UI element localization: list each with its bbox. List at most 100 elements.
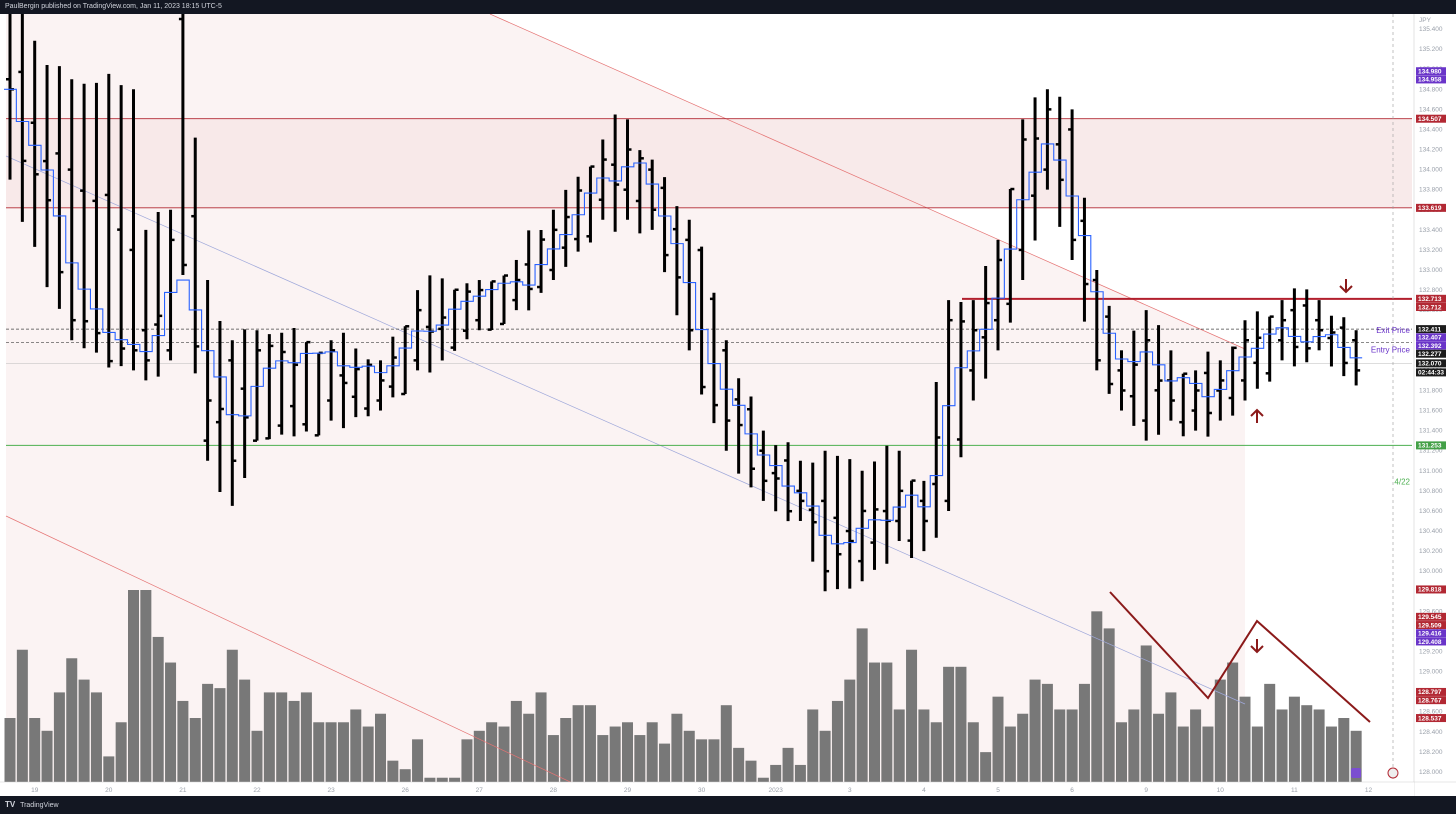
price-tag-label: 132.070 [1418, 361, 1442, 368]
price-tag [1416, 341, 1446, 350]
volume-bar [1017, 713, 1029, 782]
channel-lower-line [5, 515, 601, 796]
zigzag-projection [1109, 591, 1371, 723]
volume-bar [819, 730, 831, 782]
volume-bar [1177, 726, 1189, 782]
volume-bar [609, 726, 621, 782]
volume-bar [1264, 683, 1276, 782]
volume-bar [486, 722, 498, 782]
publisher-text: PaulBergin published on TradingView.com,… [5, 3, 222, 10]
time-tick-label: 30 [698, 787, 706, 794]
time-tick-label: 26 [402, 787, 410, 794]
date-note-label: 4/22 [1394, 477, 1410, 486]
volume-bar [622, 722, 633, 782]
volume-bar [53, 692, 65, 782]
volume-bar [1288, 696, 1300, 782]
volume-bar [177, 700, 189, 782]
volume-bar [16, 649, 28, 782]
volume-bar [572, 705, 584, 782]
price-tick-label: 130.600 [1419, 508, 1443, 515]
volume-bar [214, 688, 226, 782]
price-axis[interactable]: 135.400135.200135.000134.800134.600134.4… [1413, 14, 1456, 796]
volume-bar [263, 692, 275, 782]
price-tick-label: 133.800 [1419, 187, 1443, 194]
volume-bar [1078, 683, 1090, 782]
volume-bar [856, 628, 868, 782]
price-tag [1416, 349, 1446, 358]
time-tick-label: 21 [179, 787, 187, 794]
volume-bar [436, 777, 448, 782]
time-tick-label: 5 [996, 787, 1000, 794]
volume-bar [78, 679, 90, 782]
volume-bar [992, 696, 1004, 782]
price-chart[interactable]: Exit Price Entry Price 4/22 135.400 135.200… [0, 14, 1456, 796]
price-tick-label: 134.400 [1419, 126, 1443, 133]
volume-bar [943, 666, 955, 782]
volume-bar [1041, 683, 1053, 782]
price-tag-label: 02:44:33 [1418, 370, 1444, 377]
volume-bar [1239, 696, 1251, 782]
volume-bar [461, 739, 473, 782]
currency-label: JPY [1419, 17, 1432, 24]
time-tick-label: 10 [1217, 787, 1225, 794]
volume-bar [1251, 726, 1263, 782]
volume-bar [350, 709, 362, 782]
time-tick-label: 4 [922, 787, 926, 794]
price-tag-label: 134.980 [1418, 69, 1442, 76]
channel-upper-line [489, 14, 1246, 350]
price-tag [1416, 368, 1446, 377]
volume-bar [1029, 679, 1041, 782]
price-tick-label: 130.400 [1419, 528, 1443, 535]
volume-bar [1350, 730, 1362, 782]
volume-bar [90, 692, 102, 782]
tradingview-logo[interactable]: TV TradingView [5, 796, 59, 814]
volume-bar [375, 713, 386, 782]
price-tick-label: 128.000 [1419, 769, 1443, 776]
time-tick-label: 2023 [768, 787, 783, 794]
price-tick-label: 135.200 [1419, 46, 1443, 53]
price-tick-label: 131.400 [1419, 428, 1443, 435]
price-tag [1416, 696, 1446, 705]
volume-bar [1301, 705, 1313, 782]
volume-bar [1325, 726, 1337, 782]
price-tick-label: 133.000 [1419, 267, 1443, 274]
volume-bar [523, 713, 535, 782]
price-tick-label: 131.000 [1419, 468, 1443, 475]
volume-bar [683, 730, 695, 782]
time-axis[interactable]: 19 20 21 22 23 26 27 28 29 30 2023 3 4 5 6 9 10 11 12 [0, 781, 1456, 796]
volume-bar [300, 692, 312, 782]
price-tag-label: 128.537 [1418, 715, 1442, 722]
volume-bar [634, 735, 646, 782]
time-tick-label: 11 [1291, 787, 1298, 794]
time-tick-label: 28 [550, 787, 558, 794]
volume-bar [337, 722, 349, 782]
mid-trend-line [5, 155, 1246, 705]
volume-bar [671, 713, 683, 782]
price-tag [1416, 294, 1446, 303]
price-tick-label: 131.600 [1419, 408, 1443, 415]
volume-bar [313, 722, 325, 782]
exit-price-label: Exit Price [1376, 326, 1410, 335]
volume-bar [696, 739, 708, 782]
volume-bar [547, 735, 559, 782]
volume-bar [202, 683, 214, 782]
price-tag-label: 128.767 [1418, 697, 1442, 704]
volume-bar [1091, 611, 1103, 782]
volume-bar [189, 718, 201, 782]
price-tag [1416, 67, 1446, 76]
volume-bar [844, 679, 856, 782]
price-tag [1416, 203, 1446, 212]
price-tag [1416, 687, 1446, 696]
lightning-icon [1351, 768, 1361, 778]
volume-bar [794, 764, 806, 782]
step-trend-line [4, 88, 1363, 545]
price-tick-label: 131.200 [1419, 448, 1443, 455]
volume-bar [757, 777, 769, 782]
volume-bar [165, 662, 177, 782]
tv-logo-icon: TV [5, 800, 16, 809]
volume-bar [597, 735, 609, 782]
price-tag-label: 129.416 [1418, 631, 1442, 638]
price-tag-label: 129.408 [1418, 639, 1442, 646]
volume-bar [140, 590, 152, 782]
